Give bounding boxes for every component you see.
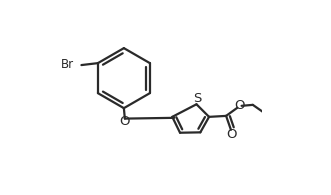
Text: O: O [234,99,245,112]
Text: O: O [119,115,130,128]
Text: Br: Br [61,58,74,71]
Text: O: O [226,128,237,141]
Text: S: S [193,92,202,105]
